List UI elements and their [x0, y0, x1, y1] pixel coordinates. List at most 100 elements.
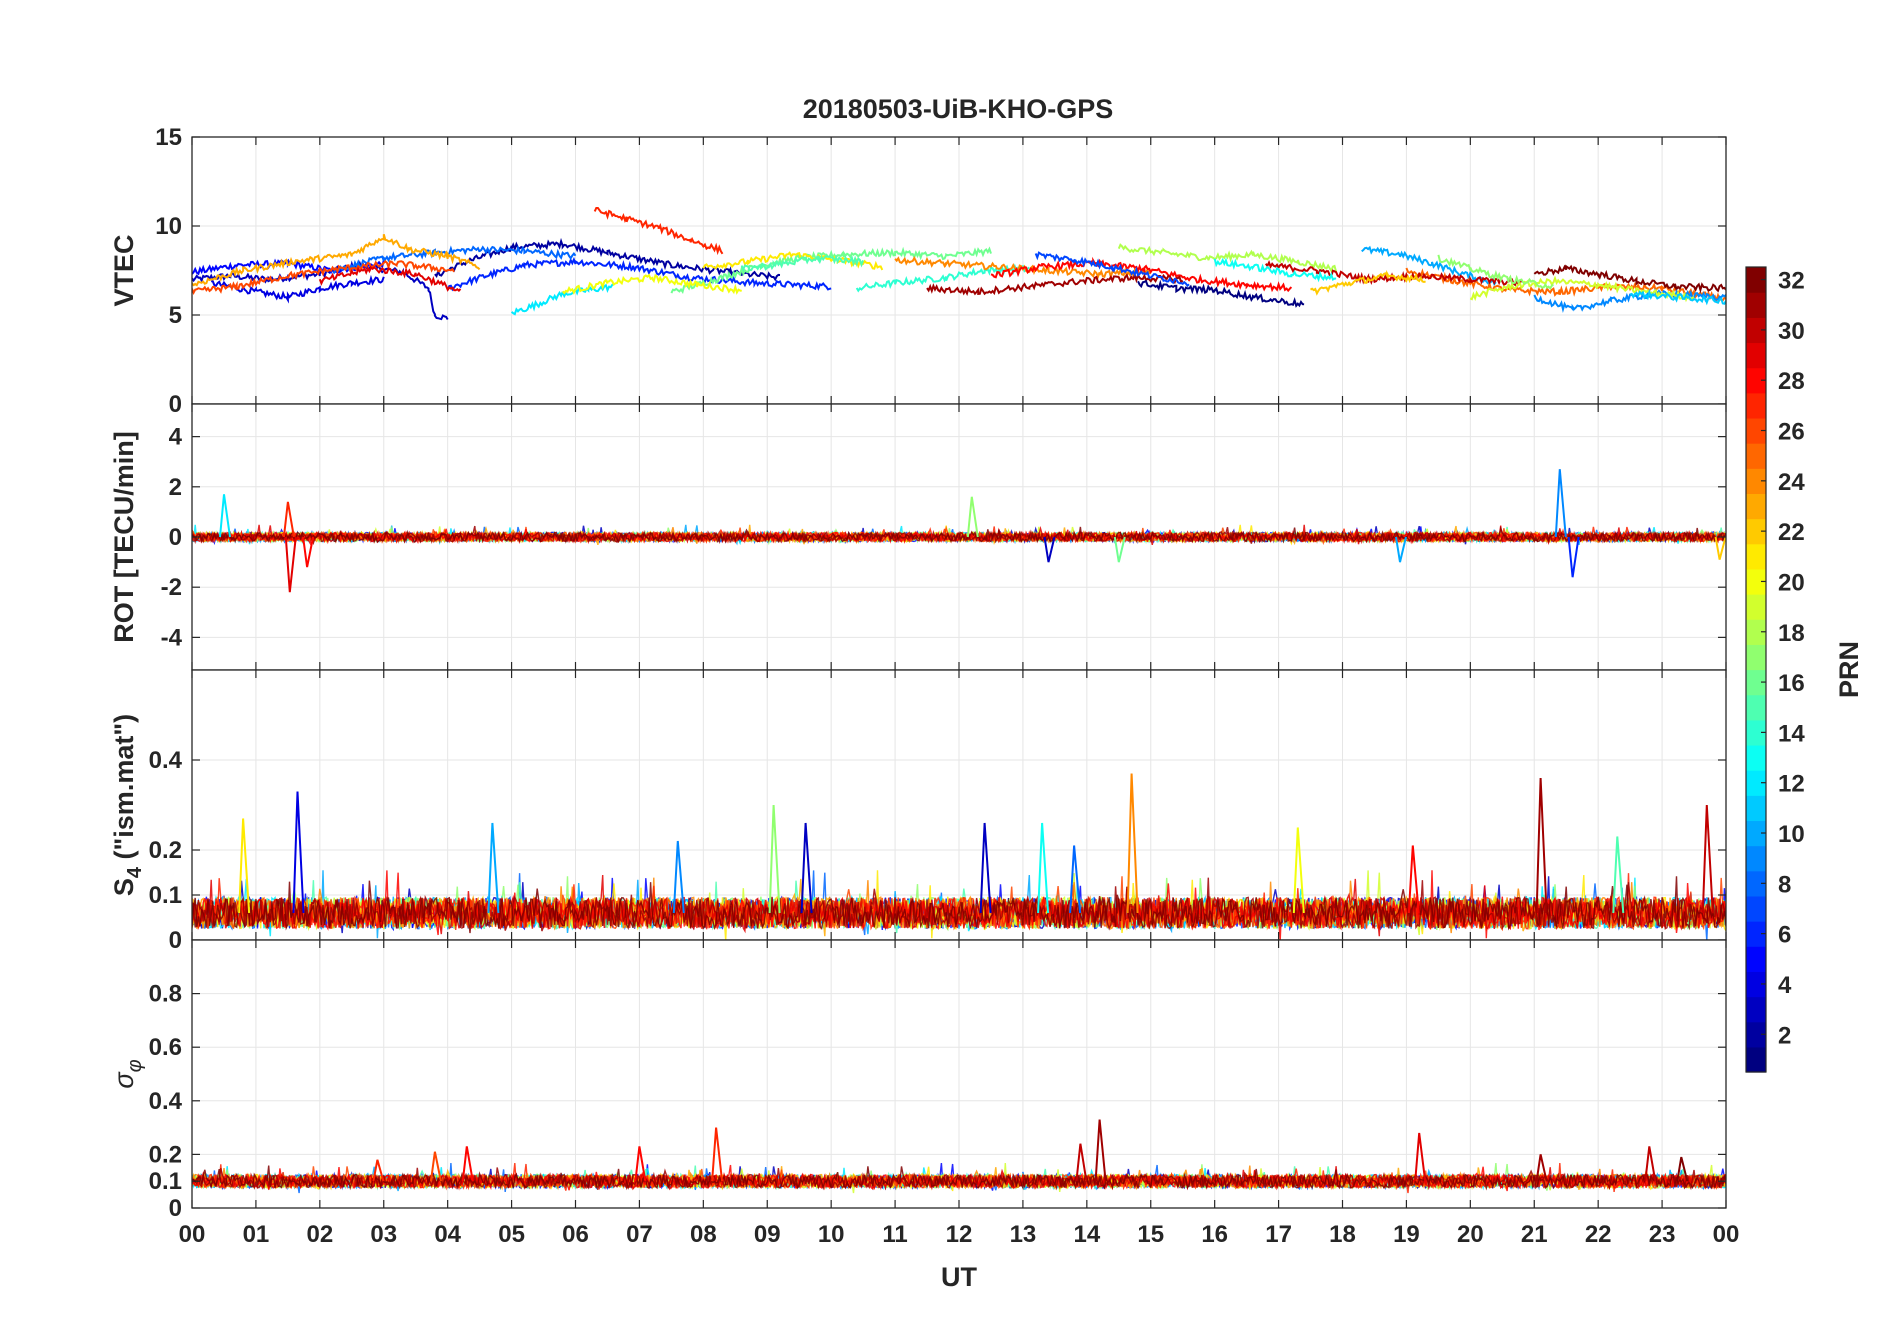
vtec-series-prn-6	[446, 256, 832, 292]
colorbar-segment	[1746, 267, 1766, 293]
x-tick-label: 14	[1073, 1221, 1100, 1248]
colorbar-tick-label: 6	[1778, 922, 1791, 949]
y-tick-label: -2	[161, 574, 182, 601]
colorbar-segment	[1746, 443, 1766, 469]
colorbar-segment	[1746, 845, 1766, 872]
panel-data-layer	[192, 1119, 1726, 1194]
panel-data-layer	[192, 773, 1726, 940]
colorbar-segment	[1746, 870, 1766, 897]
vtec-series-prn-22	[1310, 269, 1426, 296]
spike-mark	[1644, 1146, 1657, 1182]
spike-mark	[1535, 1154, 1548, 1182]
colorbar-segment	[1746, 367, 1766, 394]
vtec-series-prn-13	[1213, 257, 1337, 283]
y-tick-label: 0.6	[149, 1034, 182, 1061]
x-tick-label: 20	[1457, 1221, 1484, 1248]
panel-vtec: 0 5 10 15 VTEC	[109, 124, 1727, 418]
colorbar-segment	[1746, 392, 1766, 419]
spike-mark	[1407, 845, 1420, 914]
colorbar-segment	[1746, 543, 1766, 570]
spike-mark	[1037, 822, 1050, 914]
spike-mark	[1701, 804, 1714, 914]
colorbar-segment	[1746, 644, 1766, 671]
x-tick-label: 19	[1393, 1221, 1420, 1248]
colorbar-segment	[1746, 795, 1766, 822]
vtec-series-prn-18	[1117, 243, 1338, 273]
spike-mark	[1069, 845, 1082, 914]
spike-mark	[979, 822, 992, 914]
y-tick-label: 4	[169, 424, 183, 451]
y-tick-label: 0.2	[149, 837, 182, 864]
vtec-series-prn-15	[740, 254, 865, 273]
noise-trace-prn-32	[192, 876, 1726, 934]
chart-title: 20180503-UiB-KHO-GPS	[803, 94, 1114, 124]
y-tick-label: 0.4	[149, 1088, 183, 1115]
colorbar-tick-label: 20	[1778, 569, 1805, 596]
x-tick-label: 02	[306, 1221, 333, 1248]
x-tick-label: 06	[562, 1221, 589, 1248]
spike-mark	[282, 501, 295, 538]
x-tick-label: 07	[626, 1221, 653, 1248]
vtec-series-prn-17	[1437, 254, 1554, 290]
colorbar-tick-label: 12	[1778, 771, 1805, 798]
vtec-series-prn-4	[211, 274, 385, 304]
vtec-series-prn-2	[434, 237, 781, 282]
colorbar-segment	[1746, 493, 1766, 520]
x-tick-label: 11	[882, 1221, 907, 1248]
colorbar-segment	[1746, 594, 1766, 620]
noise-trace-prn-32	[192, 1165, 1726, 1191]
spike-mark	[1292, 827, 1305, 914]
colorbar-tick-label: 8	[1778, 871, 1791, 898]
x-tick-label: 12	[946, 1221, 973, 1248]
colorbar-tick-label: 2	[1778, 1022, 1791, 1049]
y-axis-label-vtec: VTEC	[109, 234, 139, 306]
y-tick-label: 0.4	[149, 747, 183, 774]
spike-mark	[1676, 1156, 1689, 1182]
x-tick-label: 04	[434, 1221, 461, 1248]
spike-mark	[1714, 536, 1726, 560]
x-tick-label: 03	[370, 1221, 397, 1248]
x-tick-label: 18	[1329, 1221, 1356, 1248]
spike-mark	[487, 822, 500, 914]
vtec-series-prn-7	[1034, 251, 1190, 288]
colorbar-segment	[1746, 770, 1766, 796]
spike-mark	[1075, 1143, 1088, 1182]
colorbar-segment	[1746, 694, 1766, 721]
colorbar-segment	[1746, 996, 1766, 1023]
y-tick-label: 5	[169, 302, 182, 329]
spike-mark	[634, 1146, 647, 1182]
spike-mark	[302, 536, 315, 568]
colorbar-segment	[1746, 820, 1766, 847]
spike-mark	[1554, 469, 1567, 538]
spike-mark	[292, 791, 305, 914]
colorbar-label: PRN	[1834, 641, 1864, 698]
y-tick-label: 2	[169, 474, 182, 501]
colorbar-segment	[1746, 317, 1766, 344]
colorbar-segment	[1746, 895, 1766, 922]
colorbar-tick-label: 16	[1778, 670, 1805, 697]
vtec-series-prn-29	[318, 265, 462, 292]
spike-mark	[372, 1159, 385, 1182]
spike-mark	[1567, 536, 1580, 578]
vtec-series-prn-10	[1361, 245, 1497, 287]
spike-mark	[1126, 773, 1139, 914]
spike-mark	[1094, 1119, 1107, 1182]
x-tick-label: 13	[1010, 1221, 1037, 1248]
x-tick-label: 23	[1649, 1221, 1676, 1248]
spike-mark	[1414, 1132, 1427, 1182]
panel-data-layer	[192, 207, 1726, 321]
vtec-series-prn-28	[990, 256, 1293, 293]
spike-mark	[966, 496, 979, 538]
colorbar-tick-label: 22	[1778, 519, 1805, 546]
y-axis-label-sigma_phi: σφ	[109, 1059, 146, 1088]
vtec-series-prn-3	[192, 259, 449, 321]
colorbar-segment	[1746, 1046, 1766, 1073]
panel-s4: 0 0.1 0.2 0.4S4 ("ism.mat")	[109, 669, 1727, 954]
vtec-series-prn-16	[670, 246, 992, 294]
colorbar-segment	[1746, 518, 1766, 545]
colorbar-tick-label: 18	[1778, 620, 1805, 647]
colorbar-tick-label: 14	[1778, 720, 1805, 747]
